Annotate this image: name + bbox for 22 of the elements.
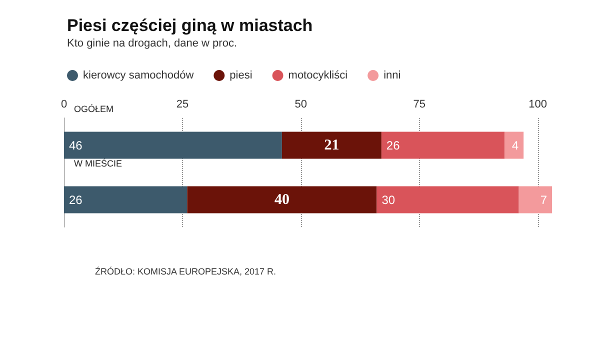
data-label: 40: [274, 192, 290, 208]
data-label: 7: [540, 192, 548, 207]
legend-label: piesi: [230, 70, 252, 82]
x-tick-label: 75: [413, 98, 426, 110]
x-tick-label: 50: [294, 98, 308, 110]
data-label: 4: [512, 138, 519, 152]
legend-label: motocykliści: [288, 70, 348, 82]
x-tick-label: 25: [176, 98, 189, 110]
text: ŹRÓDŁO: KOMISJA EUROPEJSKA, 2017 R.: [95, 266, 276, 276]
x-tick-label: 100: [528, 98, 547, 110]
data-label: 26: [69, 192, 83, 207]
legend-label: kierowcy samochodów: [83, 70, 194, 82]
data-label: 46: [69, 138, 83, 152]
data-label: 30: [382, 192, 396, 207]
x-tick-label: 0: [60, 98, 68, 110]
data-label: 26: [386, 138, 400, 152]
data-label: 21: [324, 137, 340, 154]
y-tick-label: OGÓŁEM: [74, 104, 114, 114]
chart-subtitle: Kto ginie na drogach, dane w proc.: [67, 38, 238, 50]
legend-label: inni: [384, 70, 401, 82]
chart-title: Piesi częściej giną w miastach: [67, 16, 313, 35]
y-tick-label: W MIEŚCIE: [74, 157, 122, 168]
